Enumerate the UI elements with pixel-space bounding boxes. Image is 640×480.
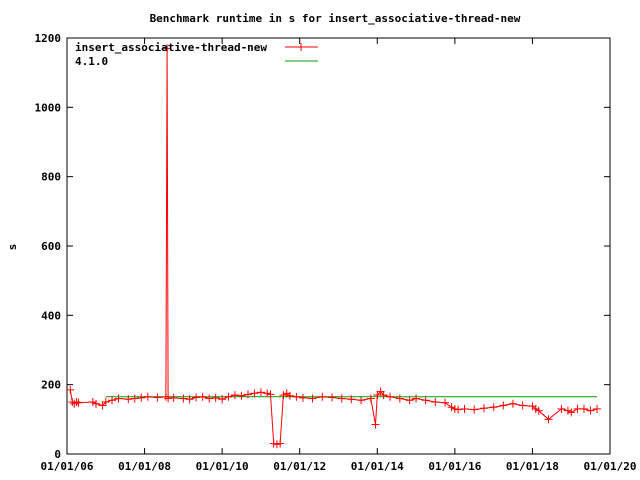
data-point [563,406,572,415]
y-tick-label: 1200 [35,32,62,45]
data-point [405,396,414,405]
data-point [460,404,469,413]
data-point [431,398,440,406]
data-point [586,406,595,415]
data-point [98,401,107,410]
data-point [185,395,194,404]
plot-area [66,44,602,449]
data-point [567,408,576,417]
data-point [230,391,239,400]
data-point [224,392,233,401]
x-tick-label: 01/01/18 [506,460,559,473]
data-point [298,393,307,402]
data-point [308,394,317,403]
y-tick-label: 400 [41,309,61,322]
data-point [499,401,508,410]
data-point [441,398,450,407]
data-point [557,404,566,413]
x-tick-label: 01/01/10 [196,460,249,473]
data-point [534,406,543,415]
data-point [108,396,117,405]
data-point [379,391,388,400]
x-axis: 01/01/06 01/01/08 01/01/10 01/01/12 01/01/14… [41,38,637,473]
data-point [66,385,75,394]
y-tick-label: 800 [41,171,61,184]
data-point [479,404,488,413]
data-point [371,420,380,429]
data-point [454,405,463,414]
data-point [91,399,100,408]
data-point [163,44,172,53]
data-point [143,392,152,401]
data-point [211,393,220,402]
data-point [593,404,602,413]
data-point [489,403,498,412]
data-point [279,391,288,400]
x-tick-label: 01/01/14 [351,460,404,473]
plot-border [66,37,611,455]
data-point [357,396,366,405]
data-point [544,415,553,424]
x-tick-label: 01/01/08 [118,460,171,473]
data-point [153,393,162,402]
data-point [88,398,97,406]
data-point [243,390,252,399]
x-tick-label: 01/01/20 [584,460,637,473]
data-point [218,395,227,404]
data-point [421,396,430,405]
data-point [74,398,83,407]
data-point [205,394,214,403]
data-point [276,439,285,448]
y-tick-label: 0 [54,448,61,461]
data-point [164,394,173,403]
x-tick-label: 01/01/12 [273,460,326,473]
data-point [579,404,588,413]
data-point [412,394,421,403]
x-tick-label: 01/01/06 [41,460,94,473]
data-point [256,388,265,397]
data-point [250,389,259,398]
series-main-line [69,48,598,445]
data-point [114,394,123,403]
data-point [347,395,356,404]
data-point [386,392,395,401]
y-axis-label: s [6,244,19,251]
data-point [328,393,337,402]
data-point [263,389,272,398]
data-point [272,440,281,449]
y-tick-label: 600 [41,240,61,253]
data-point [72,398,81,406]
data-point [101,398,110,406]
data-point [337,394,346,403]
y-tick-label: 1000 [35,101,62,114]
legend-entry-baseline-label: 4.1.0 [75,55,108,68]
chart-title: Benchmark runtime in s for insert_associ… [150,12,521,25]
data-point [447,403,456,412]
data-point [285,391,294,400]
data-point [124,395,133,404]
data-point [318,392,327,401]
data-point [395,394,404,403]
y-tick-label: 200 [41,379,61,392]
data-point [161,392,170,401]
data-point [450,404,459,413]
data-point [470,405,479,414]
data-point [366,394,375,403]
data-point [179,394,188,403]
data-point [237,391,246,400]
data-point [518,401,527,410]
data-point [130,394,139,403]
y-axis: 0 200 400 600 800 1000 1200 [35,32,610,461]
data-point [169,393,178,402]
data-point [192,393,201,402]
data-point [266,390,275,399]
x-tick-label: 01/01/16 [428,460,481,473]
data-point [198,392,207,401]
data-point [292,392,301,401]
data-point [137,393,146,402]
data-point [508,399,517,408]
legend-entry-main-label: insert_associative-thread-new [75,41,267,54]
